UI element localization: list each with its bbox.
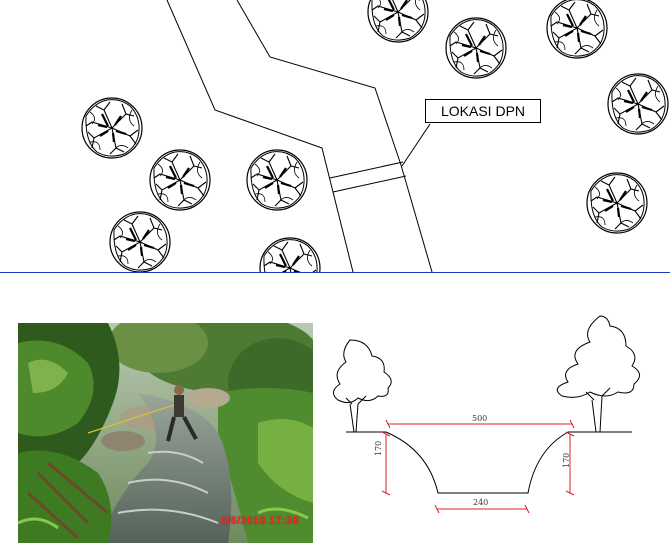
right-tree-icon (556, 315, 640, 433)
road-lines (166, 0, 433, 273)
plan-trees (80, 0, 670, 280)
site-photo: 6/6/2015 17:38 (18, 323, 313, 543)
photo-timestamp: 6/6/2015 17:38 (220, 515, 299, 527)
left-height-label: 170 (374, 440, 383, 456)
top-width-label: 500 (472, 414, 488, 423)
location-label: LOKASI DPN (425, 99, 541, 123)
cross-section (333, 315, 640, 514)
bottom-width-label: 240 (473, 498, 489, 507)
right-height-label: 170 (562, 452, 571, 468)
plan-view (0, 0, 670, 280)
left-tree-icon (333, 339, 392, 433)
